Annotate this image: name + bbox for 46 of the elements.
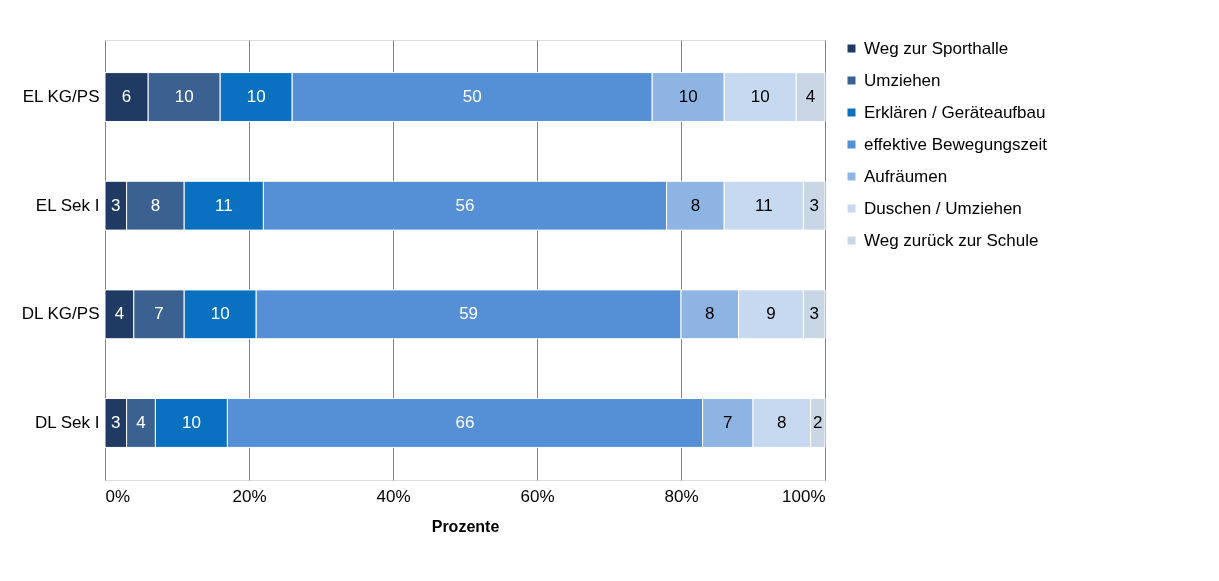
data-label: 8 <box>150 195 161 215</box>
data-label: 3 <box>111 195 121 215</box>
legend-label: Weg zurück zur Schule <box>864 230 1039 250</box>
legend-label: Umziehen <box>864 70 941 90</box>
data-label: 9 <box>766 304 776 324</box>
legend-label: Erklären / Geräteaufbau <box>864 102 1046 122</box>
y-tick-label: EL Sek I <box>35 195 100 215</box>
data-label: 7 <box>154 304 164 324</box>
data-label: 10 <box>210 304 230 324</box>
data-label: 10 <box>174 87 194 107</box>
x-tick-label: 80% <box>664 486 699 506</box>
x-tick-label: 60% <box>520 486 555 506</box>
data-label: 4 <box>136 412 146 432</box>
x-tick-label: 0% <box>105 486 131 506</box>
data-label: 2 <box>813 412 823 432</box>
data-label: 11 <box>754 195 773 215</box>
data-label: 50 <box>462 87 482 107</box>
y-tick-label: EL KG/PS <box>22 87 100 107</box>
legend-label: effektive Bewegungszeit <box>864 134 1048 154</box>
data-label: 10 <box>678 87 698 107</box>
x-tick-label: 100% <box>782 486 826 506</box>
data-label: 8 <box>777 412 787 432</box>
data-label: 7 <box>723 412 733 432</box>
data-label: 10 <box>181 412 201 432</box>
data-label: 10 <box>750 87 770 107</box>
data-label: 8 <box>690 195 701 215</box>
data-label: 4 <box>114 304 125 324</box>
data-label: 56 <box>455 195 475 215</box>
legend-label: Weg zur Sporthalle <box>864 38 1009 58</box>
y-tick-label: DL KG/PS <box>21 304 100 324</box>
data-label: 4 <box>805 87 816 107</box>
data-label: 3 <box>111 412 121 432</box>
data-label: 10 <box>246 87 266 107</box>
legend-label: Aufräumen <box>864 166 948 186</box>
data-label: 3 <box>809 195 819 215</box>
x-tick-label: 20% <box>232 486 267 506</box>
y-tick-label: DL Sek I <box>34 412 100 432</box>
legend-label: Duschen / Umziehen <box>864 198 1022 218</box>
data-label: 66 <box>455 412 475 432</box>
data-label: 3 <box>809 304 819 324</box>
x-tick-label: 40% <box>376 486 411 506</box>
data-label: 6 <box>121 87 132 107</box>
data-label: 8 <box>705 304 715 324</box>
data-label: 11 <box>214 195 233 215</box>
data-label: 59 <box>459 304 479 324</box>
x-axis-title: Prozente <box>431 517 500 535</box>
